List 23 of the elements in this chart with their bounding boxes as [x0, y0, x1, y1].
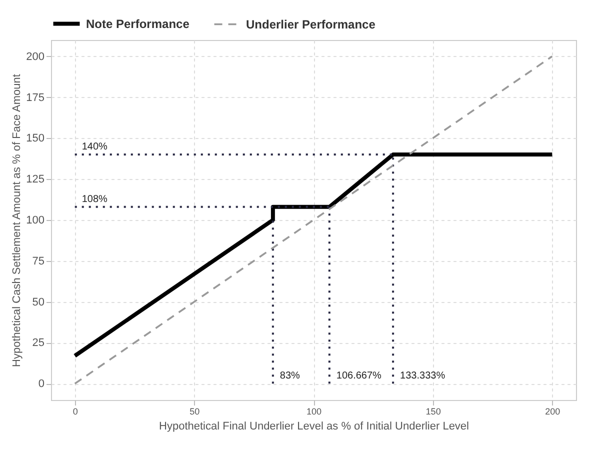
y-tick-label: 50 — [32, 296, 44, 308]
y-tick-label: 150 — [26, 132, 44, 145]
y-tick-label: 100 — [26, 214, 44, 226]
x-tick-label: 100 — [306, 406, 322, 416]
y-tick-label: 0 — [38, 378, 44, 390]
x-tick-label: 50 — [190, 406, 200, 416]
annotation: 133.333% — [400, 370, 446, 382]
annotation: 108% — [82, 194, 108, 205]
y-tick-label: 125 — [26, 174, 44, 186]
y-tick-label: 25 — [32, 337, 44, 350]
y-tick-label: 175 — [26, 92, 44, 104]
y-axis-title: Hypothetical Cash Settlement Amount as % of Face Amount — [11, 74, 24, 367]
x-tick-label: 200 — [545, 406, 560, 416]
annotation: 106.667% — [336, 370, 382, 382]
annotation: 140% — [82, 142, 108, 153]
annotation: 83% — [280, 370, 300, 382]
y-tick-label: 200 — [26, 50, 44, 63]
legend-label: Note Performance — [86, 16, 190, 31]
y-tick-label: 75 — [32, 255, 44, 268]
x-tick-label: 0 — [72, 406, 78, 416]
legend-label: Underlier Performance — [246, 17, 376, 32]
x-axis-title: Hypothetical Final Underlier Level as % of Initial Underlier Level — [159, 420, 469, 432]
x-tick-label: 150 — [426, 406, 441, 416]
